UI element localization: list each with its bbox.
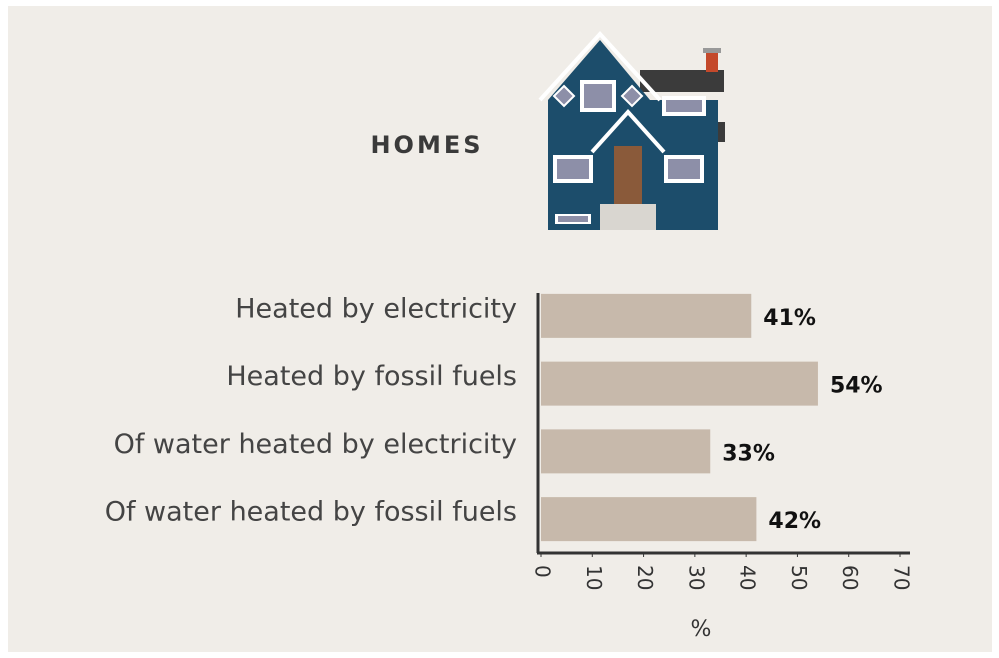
x-tick-label: 50: [787, 565, 811, 590]
x-tick-label: 40: [736, 565, 760, 590]
value-label: 33%: [722, 441, 775, 466]
x-tick-label: 0: [531, 565, 555, 578]
bar: [541, 497, 757, 542]
x-tick-label: 10: [582, 565, 606, 590]
value-label: 54%: [830, 374, 883, 399]
x-tick-label: 20: [633, 565, 657, 590]
chart-title: HOMES: [370, 131, 483, 159]
x-tick-label: 70: [890, 565, 914, 590]
value-label: 42%: [768, 509, 821, 534]
value-label: 41%: [763, 306, 816, 331]
x-axis-label: %: [691, 617, 712, 642]
bar: [541, 293, 752, 338]
bar: [541, 361, 818, 406]
y-tick-label: Heated by fossil fuels: [226, 361, 517, 392]
y-tick-label: Of water heated by electricity: [114, 429, 517, 460]
background: [8, 6, 992, 652]
y-tick-label: Heated by electricity: [235, 293, 517, 324]
x-tick-label: 60: [838, 565, 862, 590]
house-illustration: [538, 31, 725, 230]
bar: [541, 429, 711, 474]
y-tick-label: Of water heated by fossil fuels: [105, 497, 517, 528]
x-tick-label: 30: [684, 565, 708, 590]
